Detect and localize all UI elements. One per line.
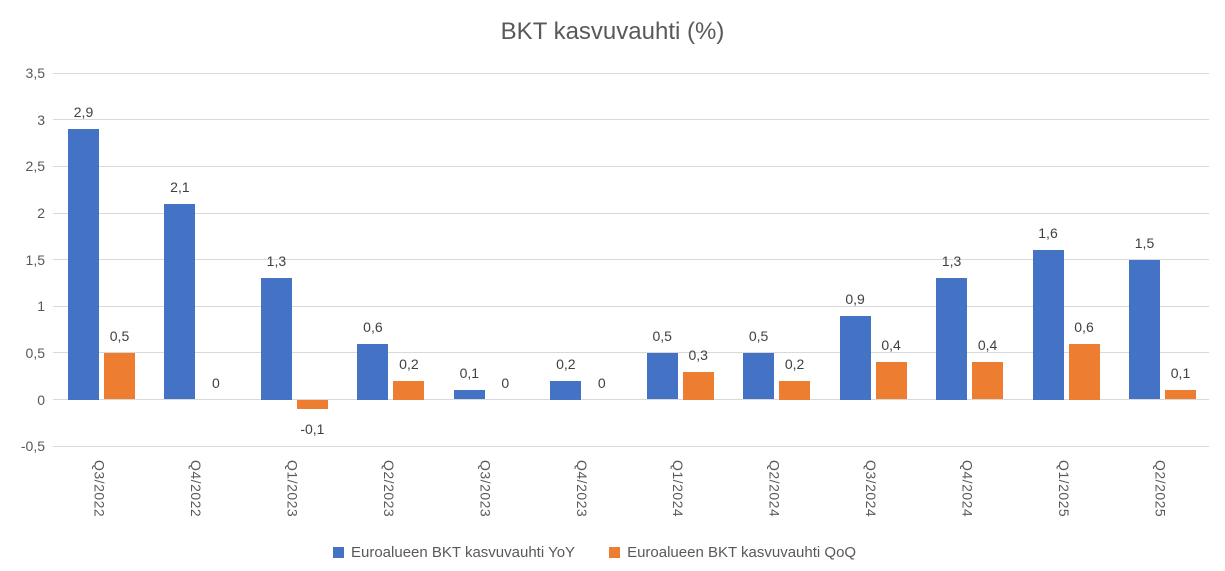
legend-item-qoq: Euroalueen BKT kasvuvauhti QoQ bbox=[609, 544, 856, 561]
data-label: 0,2 bbox=[399, 355, 419, 372]
bar-yoy bbox=[743, 352, 775, 400]
data-label: 0 bbox=[211, 374, 220, 391]
y-axis-tick-label: 2,5 bbox=[25, 158, 45, 175]
y-axis-tick-label: 3 bbox=[37, 111, 45, 128]
bar-yoy bbox=[357, 343, 389, 400]
bar-qoq bbox=[779, 380, 811, 400]
chart-title: BKT kasvuvauhti (%) bbox=[500, 18, 725, 45]
legend-item-yoy: Euroalueen BKT kasvuvauhti YoY bbox=[333, 544, 575, 561]
y-axis-tick-label: 1,5 bbox=[25, 251, 45, 268]
bar-yoy bbox=[936, 278, 968, 400]
data-label: 0,1 bbox=[1170, 365, 1191, 382]
legend-label-qoq: Euroalueen BKT kasvuvauhti QoQ bbox=[627, 544, 857, 561]
bar-yoy bbox=[1129, 259, 1160, 400]
bar-yoy bbox=[164, 203, 196, 400]
bar-qoq bbox=[972, 362, 1004, 400]
bar-yoy bbox=[260, 278, 292, 400]
x-category-label: Q4/2024 bbox=[959, 460, 976, 518]
bar-qoq bbox=[682, 371, 714, 400]
gridline bbox=[53, 445, 1209, 447]
x-category-label: Q1/2025 bbox=[1056, 460, 1072, 518]
bar-yoy bbox=[839, 315, 871, 400]
bar-yoy bbox=[646, 352, 678, 400]
data-label: 0,2 bbox=[784, 355, 805, 372]
y-axis-tick-label: 0 bbox=[37, 391, 45, 408]
gridline bbox=[53, 352, 1209, 354]
y-axis-tick-label: 2 bbox=[37, 205, 45, 221]
data-label: 0,1 bbox=[459, 365, 480, 382]
data-label: 0,4 bbox=[881, 337, 901, 354]
y-axis-tick-label: 3,5 bbox=[25, 65, 45, 81]
data-label: 0,6 bbox=[363, 318, 383, 335]
data-label: 0 bbox=[501, 374, 510, 391]
data-label: 0,3 bbox=[688, 346, 708, 363]
gridline bbox=[53, 72, 1209, 74]
data-label: 1,3 bbox=[941, 253, 962, 270]
data-label: 0,5 bbox=[109, 327, 130, 344]
data-label: 1,5 bbox=[1134, 234, 1155, 251]
data-label: 0,5 bbox=[748, 327, 769, 344]
x-category-label: Q3/2023 bbox=[477, 460, 494, 518]
x-category-label: Q2/2024 bbox=[766, 460, 783, 518]
x-category-label: Q4/2022 bbox=[187, 460, 204, 518]
gridline bbox=[53, 399, 1209, 401]
bar-qoq bbox=[104, 352, 135, 400]
y-axis-tick-label: -0,5 bbox=[20, 438, 45, 455]
x-category-label: Q3/2022 bbox=[91, 460, 108, 518]
gridline bbox=[53, 212, 1209, 214]
data-label: 2,9 bbox=[73, 104, 94, 120]
x-category-label: Q3/2024 bbox=[863, 460, 880, 518]
x-category-label: Q2/2023 bbox=[380, 460, 397, 518]
bar-yoy bbox=[453, 390, 485, 400]
bar-qoq bbox=[1165, 390, 1196, 400]
bar-yoy bbox=[1032, 250, 1064, 400]
data-label: 0,9 bbox=[845, 290, 865, 307]
data-label: 0,2 bbox=[556, 355, 576, 372]
y-axis-tick-label: 0,5 bbox=[25, 344, 45, 361]
bar-yoy bbox=[68, 129, 99, 400]
legend-swatch-yoy-icon bbox=[333, 547, 344, 558]
x-category-label: Q1/2024 bbox=[670, 460, 687, 518]
bar-qoq bbox=[393, 380, 425, 400]
gridline bbox=[53, 165, 1209, 167]
bar-qoq bbox=[1068, 343, 1100, 400]
y-axis-tick-label: 1 bbox=[37, 298, 45, 315]
data-label: 2,1 bbox=[170, 178, 190, 195]
x-category-label: Q4/2023 bbox=[573, 460, 590, 518]
bar-qoq bbox=[296, 399, 328, 409]
x-category-label: Q2/2025 bbox=[1152, 460, 1169, 518]
data-label: 1,3 bbox=[266, 253, 287, 270]
legend-swatch-qoq-icon bbox=[609, 547, 621, 558]
gridline bbox=[53, 119, 1209, 121]
gridline bbox=[53, 305, 1209, 307]
gridline bbox=[53, 259, 1209, 261]
data-label: -0,1 bbox=[300, 420, 325, 437]
data-label: 0,5 bbox=[652, 327, 672, 344]
legend-label-yoy: Euroalueen BKT kasvuvauhti YoY bbox=[351, 544, 576, 561]
data-label: 0,6 bbox=[1074, 318, 1094, 335]
x-category-label: Q1/2023 bbox=[284, 460, 301, 518]
data-label: 1,6 bbox=[1038, 225, 1058, 242]
bar-qoq bbox=[875, 362, 907, 400]
bar-yoy bbox=[550, 380, 582, 400]
data-label: 0 bbox=[597, 374, 606, 391]
legend: Euroalueen BKT kasvuvauhti YoY Euroaluee… bbox=[333, 544, 856, 561]
data-label: 0,4 bbox=[977, 337, 998, 354]
